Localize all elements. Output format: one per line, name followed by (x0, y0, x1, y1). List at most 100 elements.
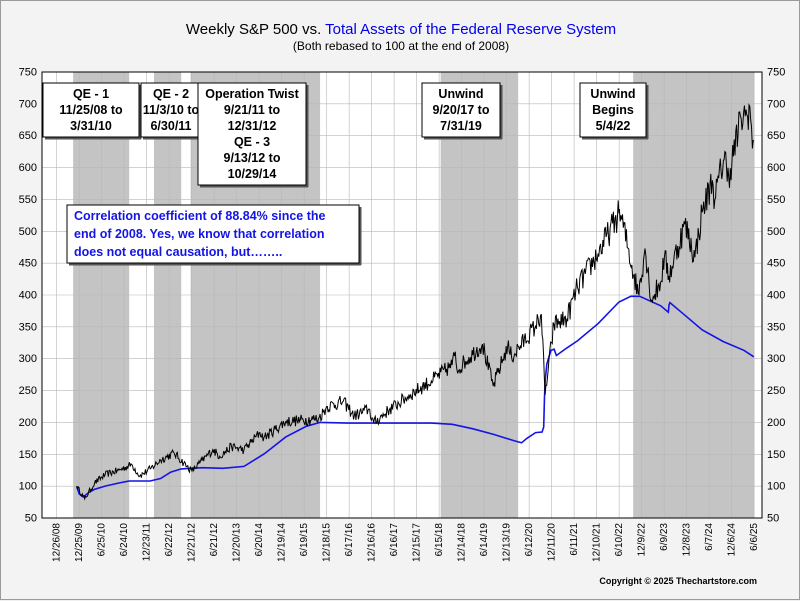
title-line: Weekly S&P 500 vs. Total Assets of the F… (1, 21, 800, 38)
x-tick-label: 6/7/24 (704, 523, 715, 551)
period-label-2-line: 9/13/12 to (224, 151, 281, 165)
y-tick-label-left: 50 (25, 513, 37, 525)
y-tick-label-left: 200 (19, 417, 37, 429)
y-tick-label-right: 250 (767, 385, 785, 397)
x-tick-label: 12/21/12 (187, 523, 198, 562)
x-tick-label: 12/8/23 (682, 523, 693, 557)
plot-border (41, 71, 763, 519)
x-tick-label: 6/20/14 (254, 523, 265, 557)
y-tick-label-right: 550 (767, 194, 785, 206)
correlation-annotation-line: does not equal causation, but…….. (74, 245, 282, 259)
y-tick-label-left: 700 (19, 98, 37, 110)
x-tick-label: 6/10/22 (614, 523, 625, 557)
x-tick-label: 6/15/18 (434, 523, 445, 557)
period-label-2-box (197, 82, 307, 186)
period-label-1-box (140, 82, 202, 138)
period-label-2-line: QE - 3 (234, 135, 270, 149)
x-tick-label: 6/11/21 (569, 523, 580, 556)
copyright-text: Copyright © 2025 Thechartstore.com (599, 576, 757, 586)
y-tick-label-left: 350 (19, 321, 37, 333)
x-tick-label: 6/12/20 (524, 523, 535, 557)
correlation-annotation-line: end of 2008. Yes, we know that correlati… (74, 227, 325, 241)
period-label-0: QE - 1 11/25/08 to 3/31/10 (42, 82, 142, 140)
y-tick-label-left: 450 (19, 258, 37, 270)
period-label-4-line: Unwind (590, 87, 635, 101)
y-tick-label-left: 650 (19, 130, 37, 142)
period-label-0-line: 3/31/10 (70, 119, 112, 133)
period-label-3-box (421, 82, 501, 138)
x-tick-label: 6/21/12 (209, 523, 220, 557)
y-tick-label-right: 100 (767, 481, 785, 493)
period-label-4-line: 5/4/22 (596, 119, 631, 133)
period-label-2: Operation Twist 9/21/11 to 12/31/12 QE - 3 9… (197, 82, 309, 188)
period-label-0-line: QE - 1 (73, 87, 109, 101)
x-tick-label: 12/25/09 (74, 523, 85, 562)
x-tick-label: 12/9/22 (637, 523, 648, 557)
x-tick-label: 12/19/14 (277, 523, 288, 562)
x-tick-label: 6/17/16 (344, 523, 355, 557)
period-label-2-line: 10/29/14 (228, 167, 277, 181)
period-label-3: Unwind 9/20/17 to 7/31/19 (421, 82, 503, 140)
y-tick-label-left: 100 (19, 481, 37, 493)
y-tick-label-left: 400 (19, 290, 37, 302)
period-label-1-line: QE - 2 (153, 87, 189, 101)
x-tick-label: 6/24/10 (119, 523, 130, 557)
x-tick-label: 12/11/20 (547, 523, 558, 562)
y-tick-label-right: 450 (767, 258, 785, 270)
period-label-3-line: Unwind (438, 87, 483, 101)
x-tick-label: 12/13/19 (502, 523, 513, 562)
period-label-0-line: 11/25/08 to (59, 103, 123, 117)
y-tick-label-right: 650 (767, 130, 785, 142)
x-tick-labels: 12/26/08 12/25/09 6/25/10 6/24/10 12/23/11 6/… (52, 523, 761, 562)
x-tick-label: 12/15/17 (412, 523, 423, 562)
x-tick-label: 12/10/21 (592, 523, 603, 562)
chart-title: Weekly S&P 500 vs. Total Assets of the F… (1, 21, 800, 53)
correlation-annotation: Correlation coefficient of 88.84% since … (66, 204, 362, 266)
period-label-4: Unwind Begins 5/4/22 (579, 82, 649, 140)
series-line-fed-assets (75, 295, 755, 499)
y-tick-label-right: 600 (767, 162, 785, 174)
x-tick-label: 6/25/10 (97, 523, 108, 557)
period-label-4-line: Begins (592, 103, 634, 117)
y-tick-label-left: 150 (19, 449, 37, 461)
y-tick-labels: 50 50 100 100 150 150 200 200 250 250 300 300 350 350… (19, 67, 786, 525)
chart-subtitle: (Both rebased to 100 at the end of 2008) (292, 39, 510, 53)
x-tick-label: 6/14/19 (479, 523, 490, 557)
y-tick-label-left: 300 (19, 353, 37, 365)
series-line-sp500 (76, 102, 755, 501)
y-tick-label-right: 750 (767, 67, 785, 79)
y-tick-label-right: 350 (767, 321, 785, 333)
x-tick-label: 12/6/24 (727, 523, 738, 557)
x-tick-label: 12/23/11 (142, 523, 153, 562)
period-label-3-line: 7/31/19 (440, 119, 482, 133)
period-label-2-line: 9/21/11 to (224, 103, 281, 117)
x-tick-label: 6/16/17 (389, 523, 400, 557)
x-tick-label: 6/9/23 (659, 523, 670, 551)
period-label-3-line: 9/20/17 to (433, 103, 490, 117)
period-label-4-box (579, 82, 647, 138)
x-tick-label: 12/16/16 (367, 523, 378, 562)
y-tick-label-right: 50 (767, 513, 779, 525)
x-tick-label: 12/14/18 (457, 523, 468, 562)
period-label-1-line: 11/3/10 to (143, 103, 200, 117)
y-tick-label-right: 700 (767, 98, 785, 110)
period-label-0-box (42, 82, 140, 138)
y-tick-label-left: 550 (19, 194, 37, 206)
x-tick-label: 12/18/15 (322, 523, 333, 562)
x-tick-label: 6/22/12 (164, 523, 175, 557)
x-tick-label: 12/20/13 (232, 523, 243, 562)
x-tick-label: 6/19/15 (299, 523, 310, 557)
y-tick-label-left: 500 (19, 226, 37, 238)
y-tick-label-right: 500 (767, 226, 785, 238)
period-label-1-line: 6/30/11 (150, 119, 191, 133)
y-tick-label-left: 750 (19, 67, 37, 79)
y-tick-label-left: 250 (19, 385, 37, 397)
title-fed-part: Total Assets of the Federal Reserve Syst… (325, 21, 617, 38)
y-tick-label-right: 150 (767, 449, 785, 461)
correlation-annotation-box (66, 204, 360, 264)
y-tick-label-left: 600 (19, 162, 37, 174)
title-sp500-part: Weekly S&P 500 vs. (185, 21, 326, 38)
period-label-2-line: Operation Twist (205, 87, 299, 101)
